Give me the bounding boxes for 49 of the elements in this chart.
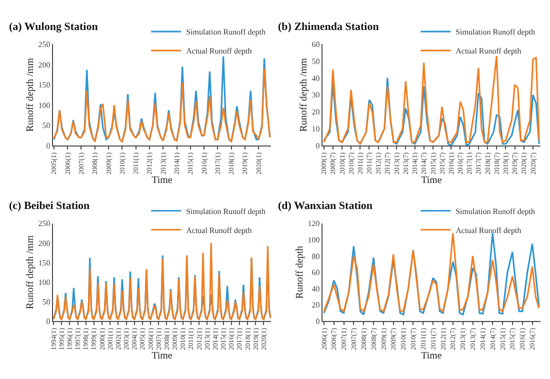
- y-tick-label: 10: [312, 124, 320, 134]
- legend-label: Actual Runoff depth: [186, 46, 252, 56]
- legend-label: Simulation Runoff depth: [456, 28, 536, 37]
- chart-title: (d) Wanxian Station: [278, 200, 373, 212]
- x-axis-title: Time: [421, 350, 442, 362]
- y-tick-label: 40: [312, 74, 320, 83]
- y-axis-title: Runoff depth /mm: [298, 58, 310, 132]
- y-tick-label: 0: [316, 316, 320, 326]
- y-tick-label: 120: [308, 219, 320, 228]
- legend-label: Actual Runoff depth: [456, 46, 522, 56]
- y-tick-label: 0: [46, 316, 50, 326]
- line-series: [52, 242, 272, 320]
- legend-label: Simulation Runoff depth: [186, 28, 266, 37]
- y-axis-title: Runoff depth: [294, 246, 306, 299]
- y-tick-label: 0: [46, 141, 50, 150]
- y-tick-label: 250: [38, 40, 50, 49]
- y-tick-label: 80: [312, 252, 320, 261]
- chart-title: (c) Beibei Station: [9, 200, 90, 212]
- y-tick-label: 150: [38, 80, 50, 90]
- y-tick-label: 0: [316, 141, 320, 150]
- legend-label: Actual Runoff depth: [186, 226, 252, 235]
- y-tick-label: 150: [38, 258, 50, 268]
- y-tick-label: 50: [42, 297, 50, 306]
- legend-label: Actual Runoff depth: [456, 226, 522, 235]
- y-tick-label: 40: [312, 284, 320, 294]
- y-tick-label: 100: [38, 100, 50, 110]
- y-tick-label: 50: [312, 56, 320, 66]
- y-tick-label: 20: [312, 108, 320, 117]
- legend-label: Simulation Runoff depth: [186, 206, 266, 216]
- x-axis-title: Time: [421, 175, 442, 186]
- y-tick-label: 60: [312, 268, 320, 278]
- y-tick-label: 100: [308, 235, 320, 244]
- y-tick-label: 200: [38, 238, 50, 248]
- y-tick-label: 60: [312, 40, 320, 49]
- line-series: [323, 77, 540, 146]
- y-tick-label: 200: [38, 60, 50, 70]
- y-tick-label: 100: [38, 278, 50, 287]
- y-tick-label: 20: [312, 300, 320, 310]
- chart-title: (a) Wulong Station: [9, 21, 98, 33]
- line-series: [323, 55, 540, 145]
- y-axis-title: Runoff depth /mm: [25, 58, 36, 132]
- x-axis-title: Time: [152, 175, 173, 186]
- x-axis-title: Time: [152, 350, 173, 362]
- y-tick-label: 30: [312, 90, 320, 100]
- chart-title: (b) Zhimenda Station: [278, 21, 379, 33]
- y-axis-title: Runoff depth /mm: [25, 235, 36, 310]
- legend-label: Simulation Runoff depth: [456, 206, 536, 216]
- y-tick-label: 50: [42, 121, 50, 130]
- y-tick-label: 250: [38, 219, 50, 228]
